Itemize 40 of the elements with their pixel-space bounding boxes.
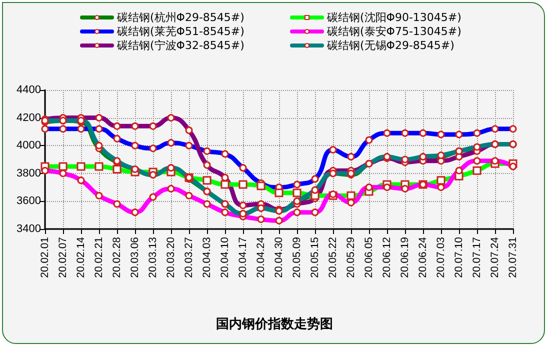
x-tick-label: 20.02.14	[75, 236, 87, 278]
text: 国内钢价指数走势图	[216, 316, 333, 332]
x-tick-label: 20.04.03	[201, 236, 213, 278]
x-tick-label: 20.04.24	[255, 236, 267, 278]
x-tick-label: 20.03.20	[165, 236, 177, 278]
x-tick-label: 20.07.24	[489, 236, 501, 278]
legend-label: 碳结钢(莱芜Φ51-8545#)	[116, 25, 244, 38]
x-tick-label: 20.02.01	[39, 236, 51, 278]
x-tick-label: 20.06.05	[363, 236, 375, 278]
x-tick-label: 20.05.09	[291, 236, 303, 278]
legend-label: 碳结钢(泰安Φ75-13045#)	[326, 25, 462, 38]
x-tick-label: 20.06.12	[381, 236, 393, 278]
legend-label: 碳结钢(杭州Φ29-8545#)	[116, 11, 244, 24]
legend-label: 碳结钢(沈阳Φ90-13045#)	[326, 11, 462, 24]
legend-label: 碳结钢(无锡Φ29-8545#)	[326, 39, 454, 52]
x-tick-label: 20.04.17	[237, 236, 249, 278]
y-tick-label: 4200	[16, 112, 41, 124]
x-tick-label: 20.02.21	[93, 236, 105, 278]
x-tick-label: 20.04.10	[219, 236, 231, 278]
x-tick-label: 20.02.28	[111, 236, 123, 278]
y-tick-label: 3800	[16, 167, 41, 180]
x-tick-label: 20.05.29	[345, 236, 357, 278]
x-tick-label: 20.05.22	[327, 236, 339, 278]
x-tick-label: 20.02.07	[57, 236, 69, 278]
y-tick-label: 4400	[16, 84, 41, 96]
legend-label: 碳结钢(宁波Φ32-8545#)	[116, 39, 244, 52]
x-tick-label: 20.04.30	[273, 236, 285, 278]
x-tick-label: 20.03.27	[183, 236, 195, 278]
x-tick-label: 20.03.13	[147, 236, 159, 278]
x-tick-label: 20.05.15	[309, 236, 321, 278]
x-tick-label: 20.07.17	[471, 236, 483, 278]
y-tick-label: 4000	[16, 140, 41, 152]
y-tick-label: 3600	[16, 195, 41, 208]
y-tick-label: 3400	[16, 223, 41, 235]
x-tick-label: 20.06.24	[417, 236, 429, 278]
x-tick-label: 20.03.06	[129, 236, 141, 278]
x-tick-label: 20.07.31	[507, 236, 519, 278]
x-tick-label: 20.06.19	[399, 236, 411, 278]
x-tick-label: 20.07.10	[453, 236, 465, 278]
x-tick-label: 20.07.03	[435, 236, 447, 278]
